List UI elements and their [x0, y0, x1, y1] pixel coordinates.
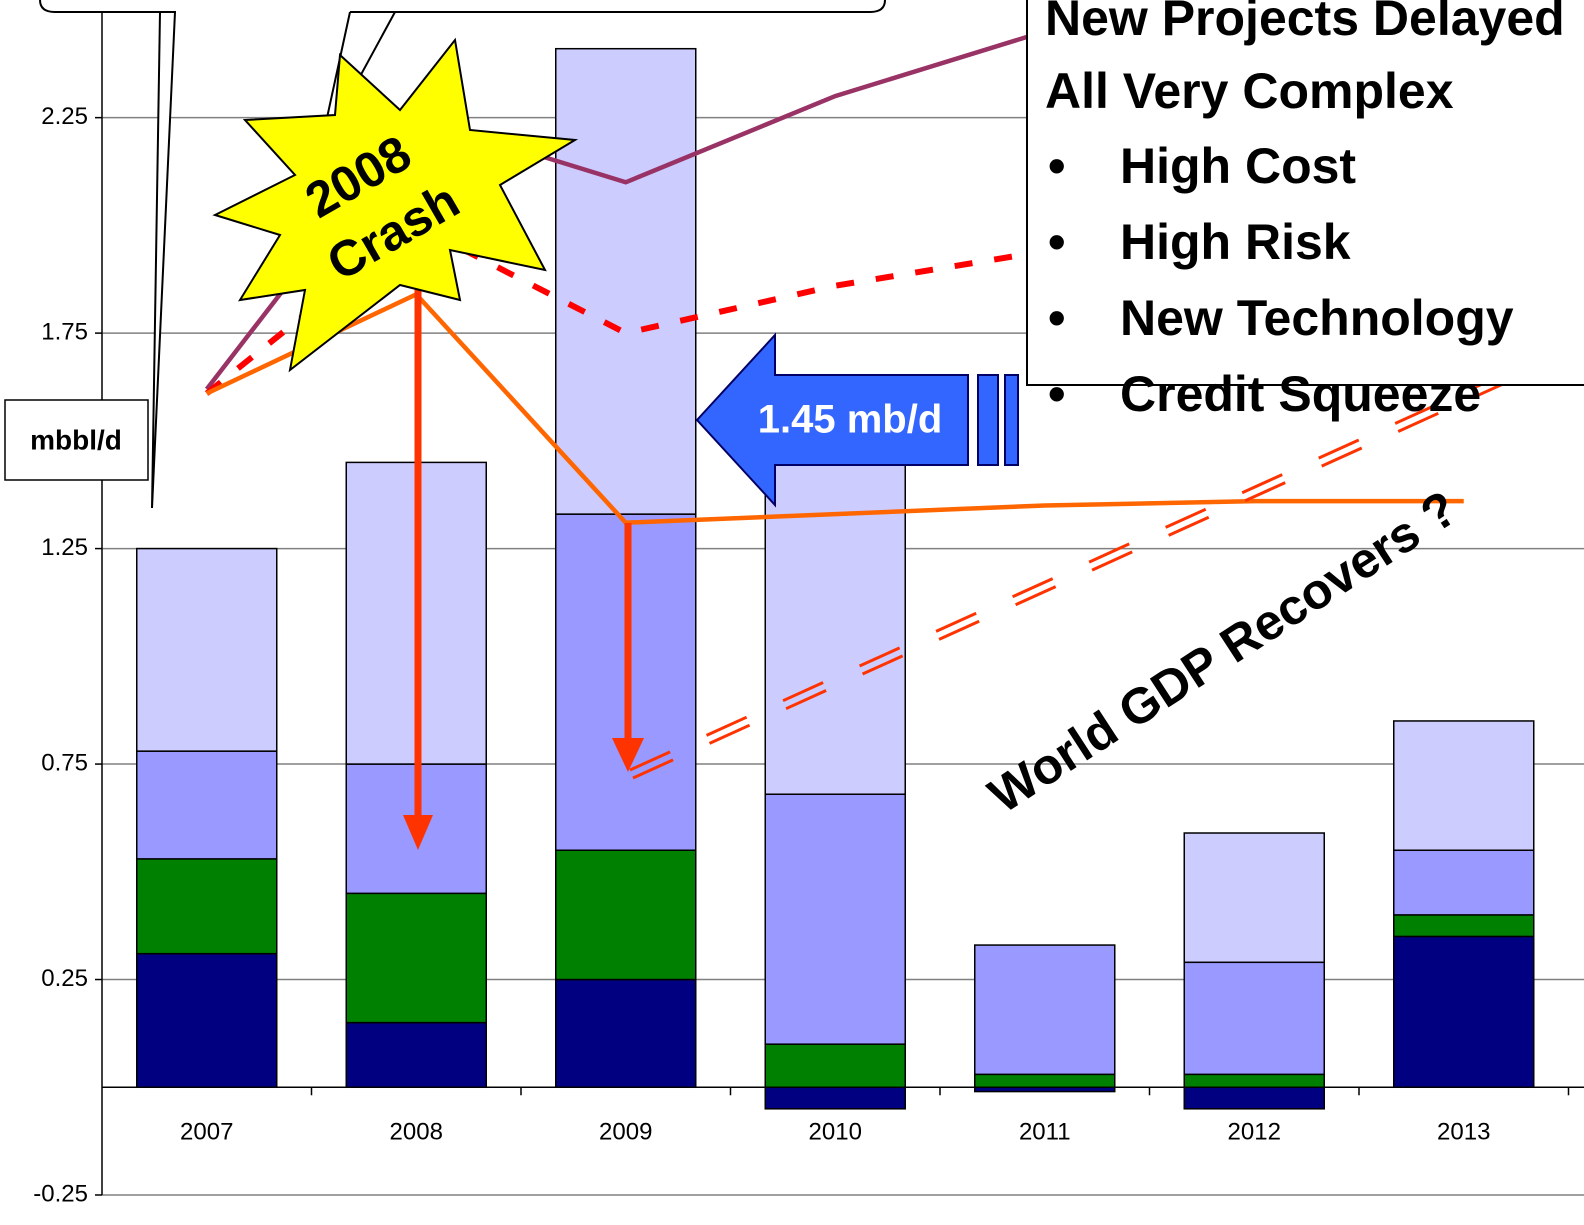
note-line: All Very Complex — [1045, 63, 1454, 119]
bar-segment — [1183, 961, 1325, 1076]
blue-arrow — [695, 332, 969, 508]
note-item: Credit Squeeze — [1120, 366, 1481, 422]
bar-segment — [764, 1086, 906, 1110]
y-axis-label: mbbl/d — [30, 424, 122, 455]
x-tick-label: 2011 — [1019, 1119, 1071, 1146]
bar-segment — [1393, 849, 1535, 916]
bar-segment — [974, 1073, 1116, 1089]
bar-segment — [1183, 832, 1325, 964]
x-tick-label: 2010 — [809, 1119, 862, 1146]
bar-segment — [345, 892, 487, 1024]
bar-segment — [136, 750, 278, 860]
bar-segment — [764, 1043, 906, 1089]
y-tick-label: 2.25 — [41, 103, 88, 130]
note-item: High Cost — [1120, 138, 1356, 194]
arrow-head — [403, 815, 433, 850]
y-label-box — [4, 399, 149, 481]
bar-segment — [136, 952, 278, 1089]
note-box — [1026, 0, 1584, 386]
x-tick-label: 2013 — [1437, 1119, 1490, 1146]
y-tick-label: 1.25 — [41, 534, 88, 561]
blue-arrow — [977, 374, 999, 466]
bar-segment — [1183, 1073, 1325, 1089]
blue-arrow — [1004, 374, 1019, 466]
plot-area: -0.25 0.25 0.75 1.25 1.75 2.25 2007 2008 2009 201… — [33, 0, 1584, 1207]
x-tick-label: 2007 — [180, 1119, 233, 1146]
note-line: New Projects Delayed — [1045, 0, 1565, 46]
note-item: High Risk — [1120, 214, 1351, 270]
bar-segment — [345, 1021, 487, 1089]
bar-segment — [1393, 914, 1535, 938]
bullet: • — [1048, 138, 1066, 194]
bar-segment — [555, 47, 697, 515]
bar-segment — [555, 978, 697, 1089]
x-tick-label: 2008 — [390, 1119, 443, 1146]
x-tick-label: 2009 — [599, 1119, 652, 1146]
recovery-line — [629, 374, 1504, 780]
bar-segment — [136, 547, 278, 752]
note-items: • High Cost • High Risk • New Technology • Cred… — [1048, 138, 1514, 422]
annotations: World GDP Recovers ? 2008 Crash 1.45 mb/… — [4, 0, 1584, 850]
y-tick-label: 0.25 — [41, 965, 88, 992]
y-tick-label: 0.75 — [41, 749, 88, 776]
bar-segment — [1393, 720, 1535, 851]
starburst — [212, 37, 579, 373]
callout — [39, 0, 177, 509]
bullet: • — [1048, 366, 1066, 422]
bar-segment — [974, 944, 1116, 1076]
note-item: New Technology — [1120, 290, 1514, 346]
bullet: • — [1048, 214, 1066, 270]
bar-segment — [764, 457, 906, 795]
bullet: • — [1048, 290, 1066, 346]
bar-segment — [1183, 1086, 1325, 1110]
bar-segment — [1393, 935, 1535, 1089]
y-tick-label: -0.25 — [33, 1180, 88, 1207]
bar-segment — [555, 849, 697, 981]
x-tick-label: 2012 — [1228, 1119, 1281, 1146]
y-tick-label: 1.75 — [41, 318, 88, 345]
arrow-head — [612, 738, 644, 772]
bar-segment — [764, 793, 906, 1045]
bar-segment — [136, 858, 278, 955]
annotation: 1.45 mb/d — [758, 398, 943, 442]
